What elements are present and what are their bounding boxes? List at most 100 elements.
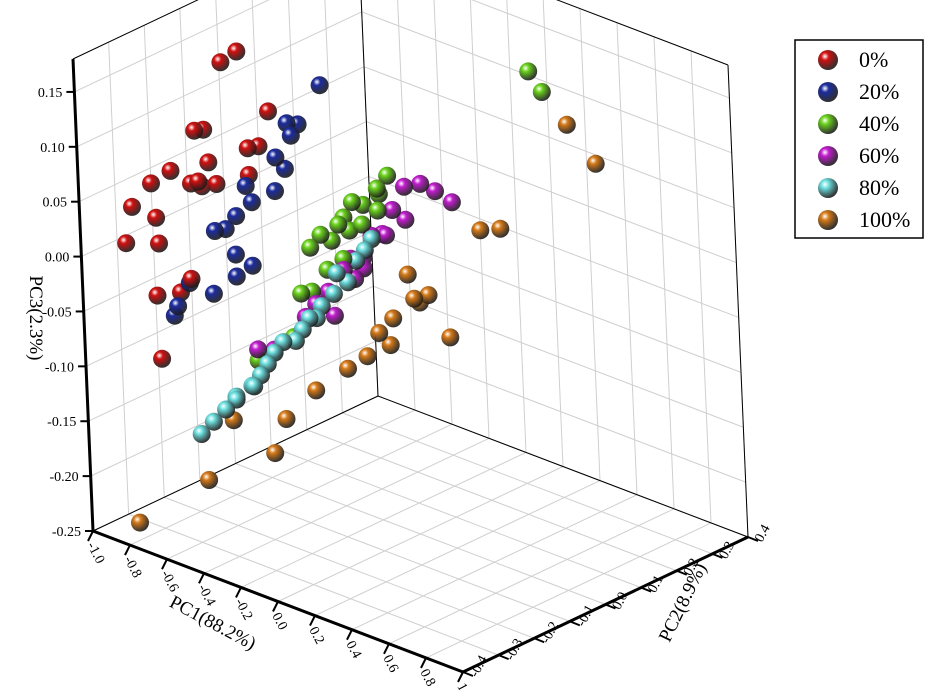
- x-tick-label: 0.6: [379, 653, 400, 675]
- grid-line: [373, 285, 744, 428]
- data-point: [259, 102, 277, 121]
- grid-line: [579, 8, 601, 481]
- x-tick-mark: [309, 615, 316, 627]
- x-tick-label: -0.8: [120, 554, 144, 581]
- grid-line: [235, 463, 606, 605]
- grid-line: [179, 8, 201, 481]
- axis-frame-line: [727, 64, 749, 538]
- data-point: [491, 219, 510, 238]
- x-tick-label: -0.2: [231, 596, 255, 623]
- data-point: [519, 62, 538, 81]
- legend-marker: [818, 178, 838, 198]
- grid-line: [433, 0, 453, 425]
- grid-line: [368, 175, 739, 318]
- data-point: [192, 425, 211, 443]
- data-point: [310, 76, 329, 95]
- data-point: [238, 139, 257, 158]
- data-point: [242, 193, 261, 212]
- data-point: [148, 286, 167, 305]
- data-point: [200, 471, 219, 489]
- data-point: [226, 245, 245, 264]
- x-tick-mark: [235, 586, 242, 598]
- data-points-layer: [117, 42, 605, 532]
- grid-line: [361, 11, 732, 154]
- y-tick-mark: [676, 569, 688, 576]
- x-tick-mark: [272, 601, 279, 612]
- grid-line: [363, 66, 735, 209]
- data-point: [217, 400, 236, 419]
- legend-label: 60%: [859, 143, 899, 168]
- data-point: [185, 121, 204, 140]
- axis-frame-line: [71, 58, 95, 532]
- x-tick-mark: [198, 572, 205, 584]
- x-tick-label: 0.2: [305, 624, 326, 646]
- grid-line: [370, 230, 742, 373]
- grid-line: [108, 42, 130, 515]
- data-point: [245, 377, 264, 396]
- grid-line: [199, 479, 571, 622]
- grid-line: [164, 496, 535, 639]
- legend: 0% 20% 40% 60% 80% 100%: [794, 39, 924, 239]
- x-tick-label: 1.0: [453, 681, 474, 690]
- data-point: [441, 328, 460, 347]
- data-point: [142, 174, 160, 193]
- x-tick-label: 0.8: [416, 667, 437, 689]
- legend-marker: [818, 114, 838, 134]
- x-tick-mark: [457, 671, 464, 683]
- data-point: [367, 179, 386, 198]
- data-point: [153, 349, 172, 368]
- axis-frame-line: [360, 0, 379, 397]
- data-point: [301, 238, 320, 257]
- z-tick-label: -0.15: [47, 415, 76, 430]
- legend-marker: [818, 210, 838, 230]
- x-tick-mark: [383, 643, 390, 655]
- data-point: [205, 222, 224, 240]
- grid-line: [83, 176, 369, 312]
- data-point: [419, 286, 438, 305]
- data-point: [211, 53, 230, 72]
- data-point: [161, 161, 180, 180]
- grid-line: [74, 0, 270, 93]
- grid-line: [469, 0, 490, 439]
- legend-marker: [818, 82, 838, 102]
- legend-marker: [818, 50, 838, 70]
- data-point: [292, 284, 311, 303]
- grid-line: [690, 50, 712, 523]
- data-point: [227, 42, 246, 61]
- y-tick-label: 0.4: [752, 522, 773, 544]
- data-point: [204, 412, 223, 431]
- data-point: [342, 193, 361, 212]
- grid-line: [653, 36, 675, 509]
- data-point: [339, 359, 357, 378]
- grid-line: [366, 121, 737, 264]
- legend-label: 80%: [859, 175, 899, 200]
- y-tick-mark: [712, 552, 723, 559]
- grid-line: [542, 0, 564, 467]
- data-point: [411, 174, 430, 193]
- data-point: [426, 182, 444, 201]
- data-point: [442, 193, 461, 212]
- data-point: [358, 347, 377, 366]
- grid-line: [270, 446, 642, 589]
- data-point: [131, 513, 149, 532]
- y-tick-mark: [498, 654, 509, 661]
- legend-label: 40%: [859, 111, 899, 136]
- x-tick-mark: [124, 544, 131, 556]
- z-tick-label: -0.20: [50, 470, 79, 485]
- y-tick-mark: [462, 671, 474, 677]
- data-point: [532, 83, 551, 101]
- data-point: [377, 226, 395, 245]
- legend-label: 100%: [859, 207, 910, 232]
- grid-line: [76, 11, 362, 148]
- data-point: [324, 284, 343, 303]
- z-tick-label: 0.10: [40, 141, 65, 156]
- x-tick-mark: [161, 558, 168, 570]
- grid-line: [306, 429, 677, 572]
- data-point: [395, 177, 413, 196]
- data-point: [311, 225, 330, 244]
- data-point: [471, 221, 490, 240]
- data-point: [243, 256, 262, 275]
- grid-line: [397, 0, 416, 411]
- z-axis-title: PC3(2.3%): [25, 276, 46, 361]
- data-point: [370, 324, 389, 342]
